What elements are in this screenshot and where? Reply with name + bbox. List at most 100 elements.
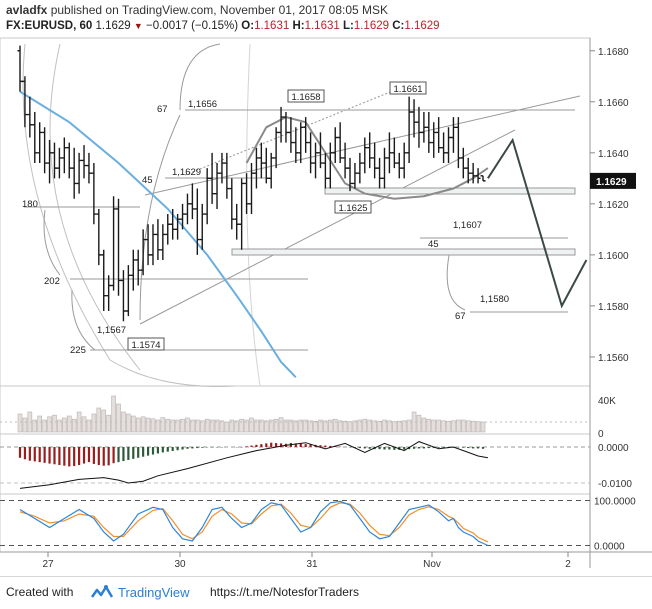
volume-bar — [308, 420, 313, 433]
volume-bar — [460, 419, 466, 433]
ohlc-bar — [455, 117, 461, 169]
volume-bar — [342, 420, 348, 433]
low-label: L: — [342, 20, 354, 32]
level-label: 1,1607 — [453, 220, 482, 231]
volume-bar — [465, 420, 471, 433]
volume-bar — [323, 420, 328, 433]
ohlc-bar — [313, 142, 319, 179]
price-label-text: 1.1574 — [131, 340, 160, 351]
volume-bar — [239, 418, 244, 433]
volume-bar — [367, 419, 373, 433]
volume-bar — [66, 415, 72, 433]
ohlc-bar — [165, 214, 171, 245]
time-tick-label: Nov — [423, 559, 441, 570]
volume-bar — [204, 418, 210, 433]
ohlc-bar — [96, 208, 102, 266]
ohlc-bar — [91, 163, 97, 225]
fib-arc — [446, 249, 466, 311]
footer: Created with TradingView https://t.me/No… — [0, 576, 652, 609]
volume-bar — [42, 419, 47, 433]
volume-bar — [32, 419, 38, 433]
volume-bar — [224, 421, 230, 433]
volume-bar — [96, 407, 102, 433]
macd-axis-label: 0.0000 — [598, 443, 629, 454]
pane-frame — [0, 493, 591, 553]
ohlc-bar — [470, 163, 476, 184]
stoch-k-line — [19, 500, 489, 547]
volume-bar — [52, 414, 57, 433]
last-price: 1.1629 — [95, 20, 131, 32]
fib-number: 67 — [455, 311, 466, 322]
volume-bar — [392, 421, 397, 433]
pane-frame — [0, 433, 591, 495]
volume-bar — [426, 418, 432, 433]
ohlc-bar — [377, 157, 383, 189]
volume-bar — [313, 420, 318, 433]
ohlc-bar — [475, 168, 481, 184]
price-tick-label: 1.1600 — [598, 251, 629, 262]
volume-bar — [111, 395, 116, 433]
tradingview-link[interactable]: TradingView — [118, 585, 190, 600]
ohlc-bar — [125, 265, 131, 317]
ohlc-bar — [81, 145, 87, 179]
stoch-d-line — [19, 502, 489, 543]
ohlc-bar — [140, 229, 146, 276]
price-tick-label: 1.1660 — [598, 98, 629, 109]
volume-bar — [234, 420, 240, 433]
price-label-text: 1.1658 — [291, 92, 320, 103]
volume-bar — [160, 417, 166, 433]
volume-bar — [254, 419, 259, 433]
price-label-text: 1.1625 — [338, 203, 367, 214]
ohlc-bar — [446, 127, 452, 164]
ohlc-bar — [160, 224, 166, 260]
price-label-box — [287, 89, 325, 103]
last-price-badge — [590, 172, 636, 189]
price-annotations: 1.1658 1.1661 1.1625 1.1574 1,1656 1,1629 1,16… — [22, 81, 588, 356]
level-label: 1,1656 — [188, 99, 217, 110]
volume-bar — [170, 419, 175, 433]
ohlc-bar — [283, 111, 289, 143]
ohlc-bar — [480, 175, 486, 182]
ohlc-bar — [175, 214, 181, 240]
volume-bar — [347, 421, 353, 433]
ohlc-bar — [396, 152, 402, 179]
volume-bar — [451, 420, 456, 433]
close-label: C: — [392, 20, 405, 32]
volume-bar — [101, 409, 107, 433]
price-label-box — [334, 200, 372, 214]
ohlc-bar — [249, 163, 254, 215]
ohlc-bar — [386, 132, 392, 174]
ohlc-bar — [337, 122, 343, 164]
telegram-link[interactable]: https://t.me/NotesforTraders — [210, 585, 359, 599]
ohlc-bar — [47, 140, 53, 184]
open-label: O: — [241, 20, 255, 32]
ohlc-bar — [214, 163, 220, 209]
volume-bar — [37, 415, 43, 433]
volume-bar — [185, 417, 190, 433]
ohlc-bar — [51, 142, 57, 179]
macd-axis-label: -0.0100 — [598, 479, 632, 490]
volume-bar — [121, 411, 126, 433]
support-zone — [324, 187, 576, 195]
volume-bar — [81, 416, 87, 433]
volume-bar — [209, 419, 215, 433]
price-tick-label: 1.1620 — [598, 200, 629, 211]
grid — [0, 37, 652, 568]
ohlc-bar — [189, 183, 195, 220]
price-change: −0.0017 (−0.15%) — [146, 20, 239, 32]
ohlc-bar — [56, 147, 62, 179]
volume-axis-label: 40K — [598, 396, 616, 407]
high-value: 1.1631 — [304, 20, 340, 32]
level-label: 1,1567 — [97, 325, 126, 336]
ohlc-bar — [426, 111, 432, 153]
ohlc-bar — [268, 152, 274, 189]
ohlc-bar — [367, 132, 373, 169]
volume-bar — [17, 413, 23, 433]
volume-bar — [303, 419, 308, 433]
author-name[interactable]: avladfx — [6, 3, 48, 17]
macd-pane: 0.0000 -0.0100 — [0, 441, 632, 490]
volume-bar — [219, 420, 225, 433]
ohlc-bar — [239, 178, 245, 250]
high-label: H: — [292, 20, 305, 32]
ohlc-bar — [184, 193, 190, 225]
